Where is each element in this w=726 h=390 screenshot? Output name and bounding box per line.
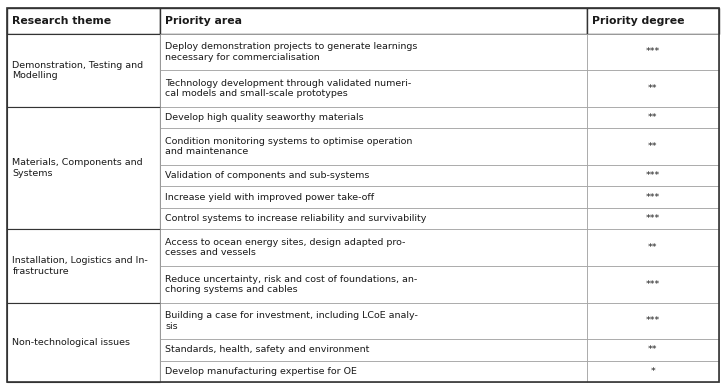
Text: ***: *** [646,171,660,180]
Bar [160,303,587,339]
Bar [7,229,160,303]
Text: Develop manufacturing expertise for OE: Develop manufacturing expertise for OE [166,367,357,376]
Bar [587,34,719,70]
Text: Control systems to increase reliability and survivability: Control systems to increase reliability … [166,214,427,223]
Bar [7,303,160,382]
Bar [587,70,719,107]
Text: Demonstration, Testing and
Modelling: Demonstration, Testing and Modelling [12,60,144,80]
Bar [7,8,160,34]
Text: Deploy demonstration projects to generate learnings
necessary for commercialisat: Deploy demonstration projects to generat… [166,42,417,62]
Text: ***: *** [646,214,660,223]
Text: Condition monitoring systems to optimise operation
and maintenance: Condition monitoring systems to optimise… [166,137,412,156]
Bar [160,208,587,229]
Bar [160,165,587,186]
Text: Reduce uncertainty, risk and cost of foundations, an-
choring systems and cables: Reduce uncertainty, risk and cost of fou… [166,275,417,294]
Text: **: ** [648,84,658,93]
Bar [7,107,160,229]
Bar [160,186,587,208]
Text: *: * [650,367,656,376]
Bar [587,107,719,128]
Text: **: ** [648,142,658,151]
Text: Priority degree: Priority degree [592,16,685,26]
Text: Develop high quality seaworthy materials: Develop high quality seaworthy materials [166,113,364,122]
Bar [587,266,719,303]
Text: Materials, Components and
Systems: Materials, Components and Systems [12,158,143,178]
Bar [587,208,719,229]
Bar [160,339,587,361]
Bar [587,229,719,266]
Bar [160,361,587,382]
Bar [160,266,587,303]
Text: **: ** [648,113,658,122]
Bar [587,165,719,186]
Bar [587,186,719,208]
Text: **: ** [648,243,658,252]
Bar [160,229,587,266]
Bar [160,107,587,128]
Text: ***: *** [646,280,660,289]
Text: Non-technological issues: Non-technological issues [12,338,131,347]
Bar [160,70,587,107]
Text: **: ** [648,346,658,355]
Bar [160,8,587,34]
Bar [7,34,160,107]
Text: Research theme: Research theme [12,16,112,26]
Text: Standards, health, safety and environment: Standards, health, safety and environmen… [166,346,370,355]
Text: Increase yield with improved power take-off: Increase yield with improved power take-… [166,193,375,202]
Bar [587,128,719,165]
Text: ***: *** [646,193,660,202]
Bar [587,303,719,339]
Bar [587,361,719,382]
Text: ***: *** [646,48,660,57]
Bar [160,34,587,70]
Bar [587,339,719,361]
Bar [587,8,719,34]
Text: Validation of components and sub-systems: Validation of components and sub-systems [166,171,370,180]
Text: Building a case for investment, including LCoE analy-
sis: Building a case for investment, includin… [166,311,418,331]
Text: Installation, Logistics and In-
frastructure: Installation, Logistics and In- frastruc… [12,256,148,276]
Text: Priority area: Priority area [166,16,242,26]
Text: ***: *** [646,316,660,325]
Bar [160,128,587,165]
Text: Access to ocean energy sites, design adapted pro-
cesses and vessels: Access to ocean energy sites, design ada… [166,238,406,257]
Text: Technology development through validated numeri-
cal models and small-scale prot: Technology development through validated… [166,79,412,98]
